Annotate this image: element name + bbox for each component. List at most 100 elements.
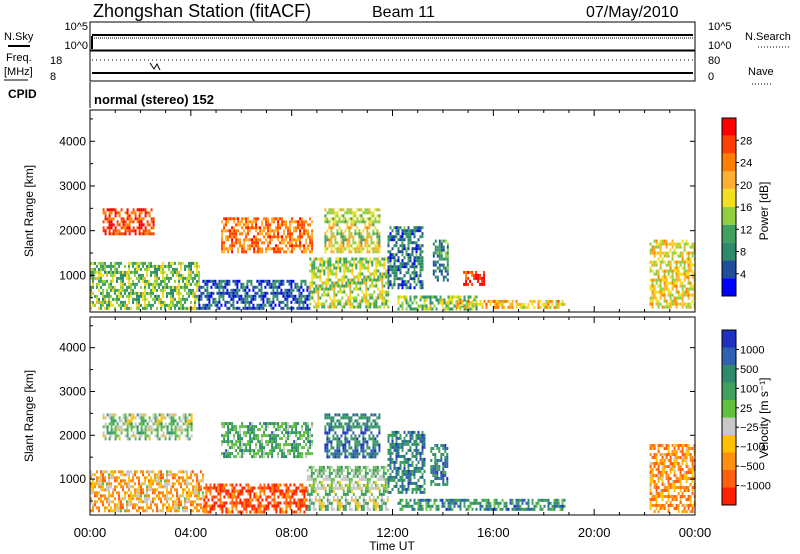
data-cell (387, 451, 390, 455)
data-cell (162, 267, 164, 271)
data-cell (679, 260, 682, 264)
data-cell (444, 275, 447, 279)
data-cell (178, 494, 180, 498)
data-cell (417, 436, 420, 440)
data-cell (342, 235, 345, 239)
data-cell (377, 257, 380, 261)
data-cell (223, 486, 226, 490)
data-cell (286, 303, 289, 307)
data-cell (393, 271, 396, 275)
data-cell (365, 281, 368, 285)
data-cell (356, 247, 359, 251)
data-cell (425, 507, 428, 511)
data-cell (116, 503, 118, 507)
data-cell (154, 473, 156, 477)
data-cell (166, 497, 168, 501)
data-cell (253, 226, 256, 230)
data-cell (315, 287, 318, 291)
data-cell (239, 489, 242, 493)
data-cell (288, 306, 291, 310)
data-cell (308, 306, 311, 310)
data-cell (415, 307, 418, 311)
data-cell (380, 492, 383, 496)
data-cell (231, 498, 234, 502)
data-cell (463, 305, 466, 309)
data-cell (429, 507, 432, 511)
data-cell (446, 483, 449, 486)
data-cell (160, 479, 162, 483)
data-cell (413, 472, 416, 476)
data-cell (441, 298, 444, 302)
data-cell (365, 287, 368, 291)
data-cell (440, 245, 443, 249)
data-cell (288, 282, 291, 286)
freq-panel-frame (89, 50, 696, 82)
data-cell (138, 303, 140, 307)
data-cell (465, 302, 468, 306)
data-cell (236, 294, 239, 298)
nsky-label: N.Sky (4, 31, 34, 43)
data-cell (308, 483, 311, 487)
data-cell (170, 300, 172, 304)
data-cell (106, 300, 108, 304)
data-cell (415, 448, 418, 452)
data-cell (442, 477, 445, 480)
data-cell (100, 264, 102, 268)
data-cell (302, 288, 305, 292)
data-cell (148, 223, 151, 227)
data-cell (116, 297, 118, 301)
data-cell (180, 276, 182, 280)
data-cell (473, 498, 476, 502)
data-cell (376, 501, 379, 505)
data-cell (118, 214, 121, 218)
data-cell (144, 291, 146, 295)
data-cell (294, 297, 297, 301)
data-cell (511, 299, 514, 303)
data-cell (104, 494, 106, 498)
data-cell (184, 306, 186, 310)
data-cell (360, 238, 363, 242)
data-cell (299, 510, 302, 514)
data-cell (108, 297, 110, 301)
data-cell (194, 261, 196, 265)
data-cell (417, 277, 420, 281)
data-cell (675, 263, 678, 267)
data-cell (108, 488, 110, 492)
data-cell (283, 510, 286, 514)
data-cell (118, 416, 121, 420)
data-cell (265, 232, 268, 236)
data-cell (224, 300, 227, 304)
data-cell (259, 247, 262, 251)
data-cell (102, 503, 104, 507)
data-cell (368, 217, 371, 221)
data-cell (358, 238, 361, 242)
data-cell (142, 217, 145, 221)
data-cell (663, 299, 666, 303)
data-cell (246, 306, 249, 310)
data-cell (188, 306, 190, 310)
data-cell (170, 303, 172, 307)
data-cell (202, 506, 204, 510)
data-cell (487, 507, 490, 511)
data-cell (655, 251, 658, 255)
data-cell (160, 303, 162, 307)
data-cell (102, 261, 104, 265)
data-cell (293, 492, 296, 496)
data-cell (443, 307, 446, 311)
data-cell (345, 260, 348, 264)
data-cell (144, 288, 146, 292)
data-cell (291, 501, 294, 505)
data-cell (397, 478, 400, 482)
data-cell (358, 495, 361, 499)
data-cell (228, 300, 231, 304)
data-cell (351, 272, 354, 276)
data-cell (350, 226, 353, 230)
data-cell (421, 280, 424, 284)
data-cell (442, 278, 445, 282)
data-cell (277, 501, 280, 505)
data-cell (253, 244, 256, 248)
data-cell (677, 266, 680, 270)
data-cell (110, 485, 112, 489)
data-cell (395, 439, 398, 443)
data-cell (104, 279, 106, 283)
